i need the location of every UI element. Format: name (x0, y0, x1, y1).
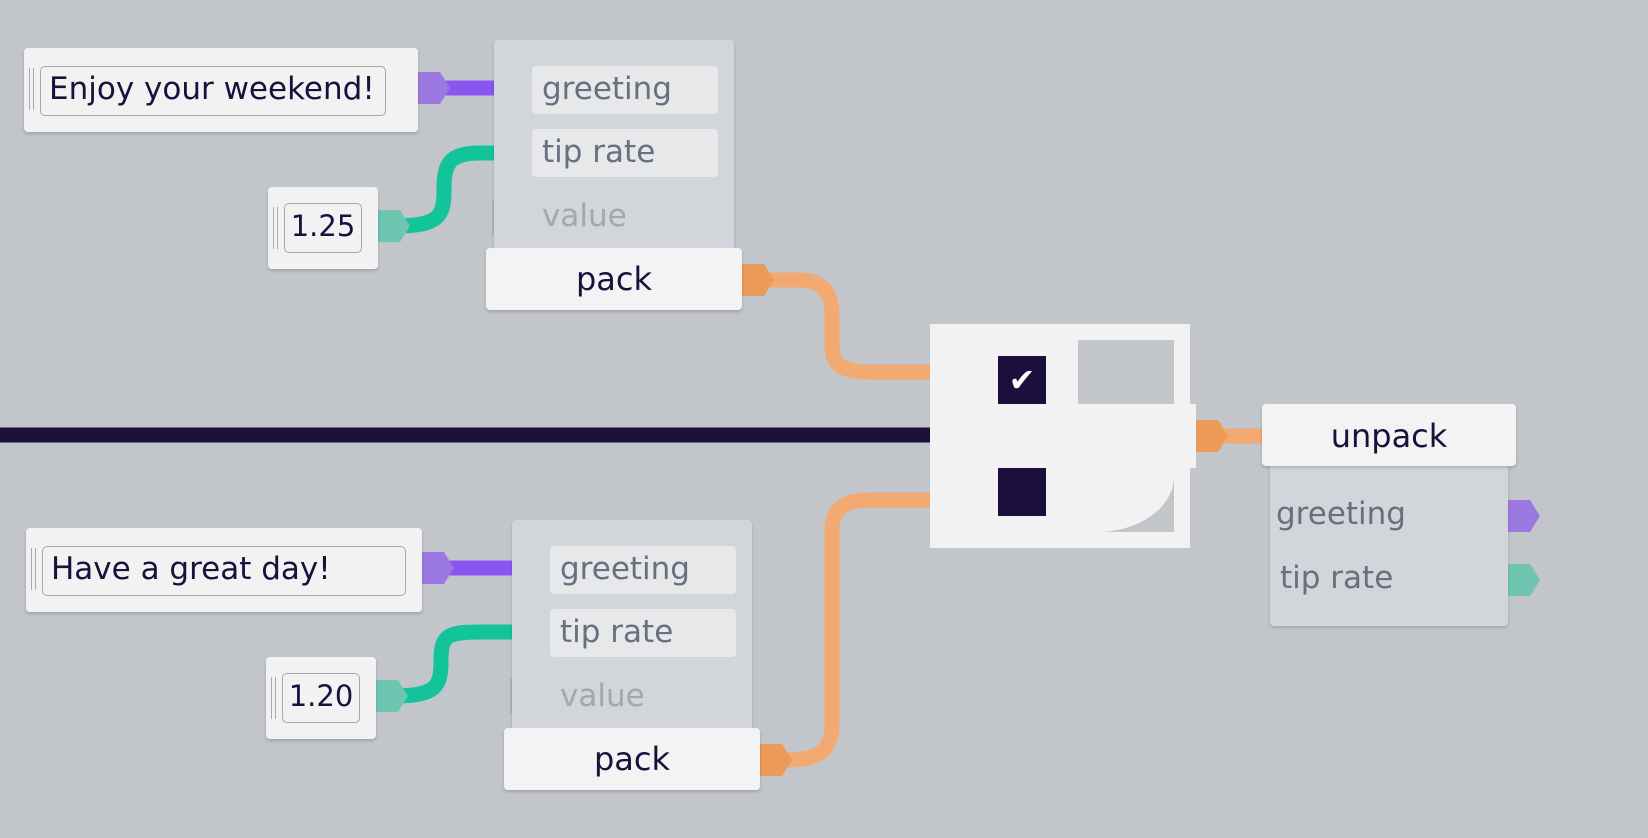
bottom-pack-wire (785, 492, 936, 768)
slot-value: value (560, 678, 645, 714)
slot-greeting: greeting (532, 66, 718, 114)
slot-tip-rate: tip rate (532, 129, 718, 177)
slot-greeting: greeting (550, 546, 736, 594)
unpack-node[interactable]: unpack (1262, 404, 1516, 466)
top-tip-input[interactable]: 1.25 (284, 203, 362, 253)
switch-node[interactable]: ✔ (930, 324, 1196, 548)
top-pack-node[interactable]: pack (486, 248, 742, 310)
bottom-tip-out-port[interactable] (376, 680, 408, 712)
drag-handle[interactable] (31, 548, 36, 590)
drag-handle[interactable] (29, 68, 34, 110)
switch-out-port[interactable] (1196, 420, 1228, 452)
bottom-pack-out-port[interactable] (760, 744, 792, 776)
unpack-output-tip-rate: tip rate (1280, 560, 1394, 596)
bottom-tip-wire (386, 624, 524, 704)
bottom-tip-input[interactable]: 1.20 (282, 673, 360, 723)
unpack-tip-out-port[interactable] (1508, 564, 1540, 596)
top-greeting-input[interactable]: Enjoy your weekend! (40, 66, 386, 116)
unpack-output-greeting: greeting (1276, 496, 1406, 532)
top-tip-literal-node[interactable]: 1.25 (268, 187, 378, 269)
unpack-panel: greeting tip rate (1270, 460, 1508, 626)
bottom-tip-literal-node[interactable]: 1.20 (266, 657, 376, 739)
bottom-greeting-input[interactable]: Have a great day! (42, 546, 406, 596)
drag-handle[interactable] (271, 677, 276, 719)
bottom-greeting-out-port[interactable] (422, 552, 454, 584)
top-greeting-out-port[interactable] (418, 72, 450, 104)
unpack-greeting-out-port[interactable] (1508, 500, 1540, 532)
top-tip-wire (388, 145, 508, 234)
top-tip-out-port[interactable] (378, 210, 410, 242)
slot-value: value (542, 198, 627, 234)
bottom-greeting-literal-node[interactable]: Have a great day! (26, 528, 422, 612)
bottom-pack-node[interactable]: pack (504, 728, 760, 790)
top-greeting-literal-node[interactable]: Enjoy your weekend! (24, 48, 418, 132)
slot-tip-rate: tip rate (550, 609, 736, 657)
bottom-pack-panel: greeting tip rate value (512, 520, 752, 732)
top-pack-panel: greeting tip rate value (494, 40, 734, 252)
drag-handle[interactable] (273, 207, 278, 249)
switch-top-checkbox[interactable]: ✔ (998, 356, 1046, 404)
switch-body (930, 324, 1196, 548)
top-pack-wire (770, 272, 936, 380)
switch-bottom-checkbox[interactable] (998, 468, 1046, 516)
top-pack-out-port[interactable] (742, 264, 774, 296)
